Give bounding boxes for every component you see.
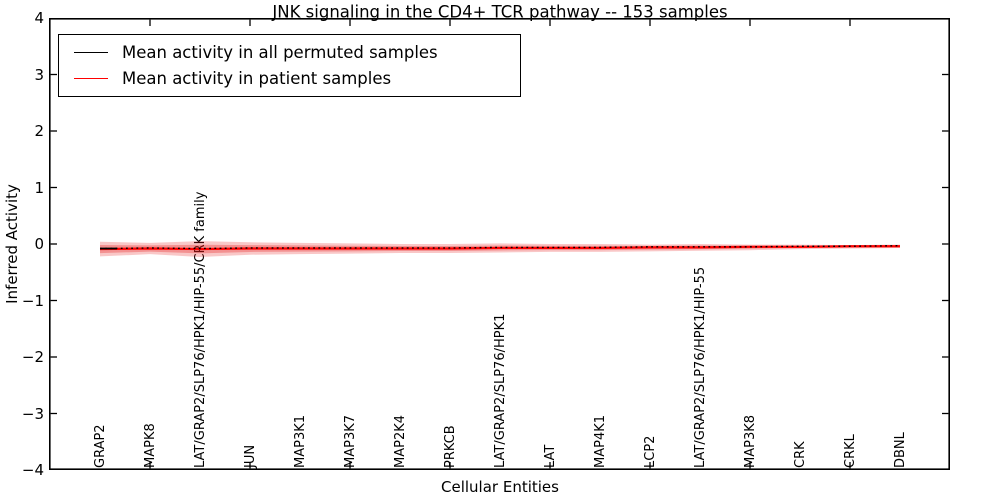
legend-line-swatch: [74, 78, 108, 80]
chart-canvas: [49, 18, 950, 470]
legend-item: Mean activity in all permuted samples: [59, 43, 520, 62]
legend-line-swatch: [74, 51, 108, 53]
chart-title: JNK signaling in the CD4+ TCR pathway --…: [272, 2, 728, 22]
y-tick-label: −4: [21, 461, 44, 479]
plot-area: GRAP2 MAPK8 LAT/GRAP2/SLP76/HPK1/HIP-55/CR…: [49, 18, 950, 470]
y-tick-label: 2: [34, 122, 44, 140]
legend-item-label: Mean activity in all permuted samples: [122, 42, 438, 62]
y-tick-label: −3: [21, 404, 44, 423]
y-tick-label: 1: [34, 178, 44, 197]
y-tick-label: −1: [21, 291, 44, 310]
y-tick-label: 4: [34, 9, 44, 27]
legend: Mean activity in all permuted samples Mea…: [58, 34, 521, 97]
y-tick-label: 0: [34, 235, 44, 253]
x-axis-label: Cellular Entities: [441, 478, 559, 496]
y-tick-label: 3: [34, 65, 44, 84]
legend-item-label: Mean activity in patient samples: [122, 69, 392, 89]
y-tick-label: −2: [21, 348, 44, 366]
legend-item: Mean activity in patient samples: [59, 69, 520, 88]
